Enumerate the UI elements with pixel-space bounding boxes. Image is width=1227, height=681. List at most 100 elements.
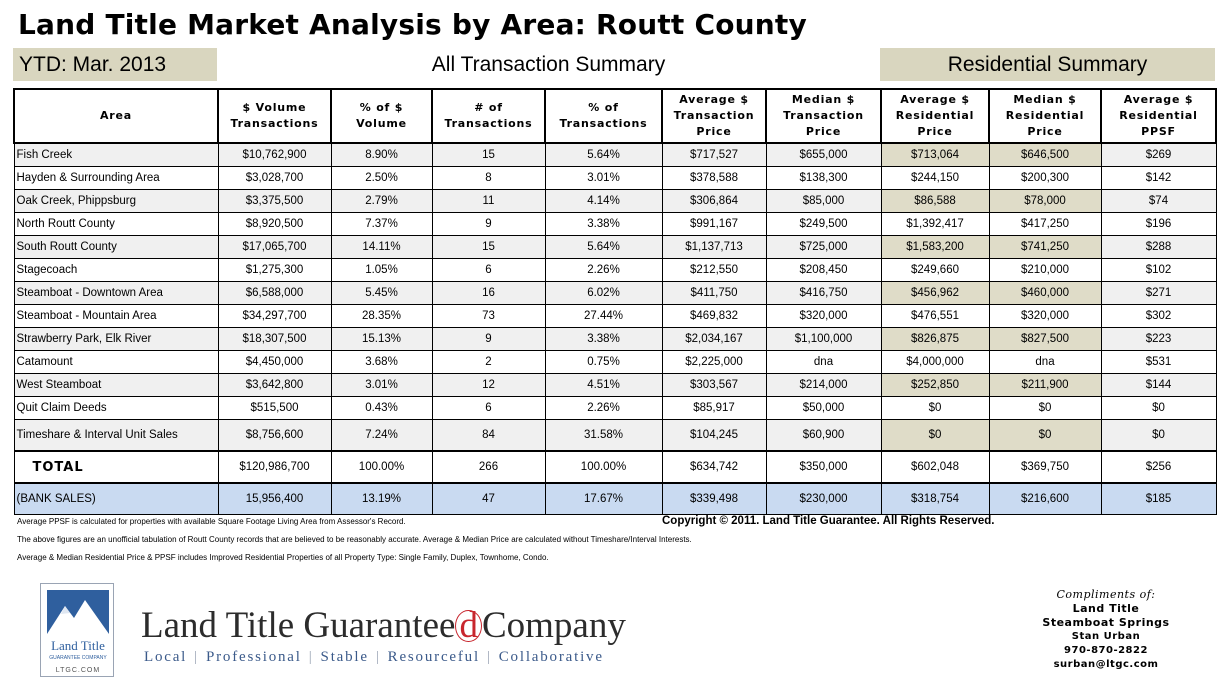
contact-company: Land Title — [1072, 602, 1140, 615]
cell-pct-transactions: 2.26% — [544, 395, 663, 420]
cell-median-res-price: dna — [988, 349, 1102, 374]
cell-pct-volume: 8.90% — [330, 142, 433, 167]
cell-median-price: $725,000 — [765, 234, 882, 259]
cell-pct-volume: 28.35% — [330, 303, 433, 328]
cell-pct-volume: 2.79% — [330, 188, 433, 213]
cell-volume: 15,956,400 — [217, 482, 332, 515]
cell-median-res-price: $827,500 — [988, 326, 1102, 351]
cell-area: North Routt County — [13, 211, 219, 236]
cell-transactions: 15 — [431, 142, 546, 167]
cell-transactions: 12 — [431, 372, 546, 397]
bank-sales-row: (BANK SALES) 15,956,400 13.19% 47 17.67% $339… — [13, 482, 1217, 515]
table-row: Strawberry Park, Elk River $18,307,500 15.… — [13, 326, 1217, 351]
total-row: TOTAL $120,986,700 100.00% 266 100.00% $634,7… — [13, 450, 1217, 484]
cell-pct-transactions: 3.38% — [544, 211, 663, 236]
footnote-residential: Average & Median Residential Price & PPS… — [17, 553, 549, 562]
cell-median-price: $208,450 — [765, 257, 882, 282]
cell-avg-price: $2,225,000 — [661, 349, 767, 374]
cell-area: Strawberry Park, Elk River — [13, 326, 219, 351]
col-header-volume: $ Volume Transactions — [217, 88, 332, 144]
cell-avg-res-price: $0 — [880, 395, 990, 420]
contact-phone: 970-870-2822 — [1064, 645, 1148, 656]
tagline-word: Stable — [320, 649, 369, 665]
cell-volume: $3,642,800 — [217, 372, 332, 397]
cell-area: Hayden & Surrounding Area — [13, 165, 219, 190]
cell-median-price: $60,900 — [765, 418, 882, 452]
cell-area: (BANK SALES) — [13, 482, 219, 515]
cell-volume: $120,986,700 — [217, 450, 332, 484]
table-row: North Routt County $8,920,500 7.37% 9 3.38% $… — [13, 211, 1217, 236]
cell-avg-res-price: $249,660 — [880, 257, 990, 282]
cell-avg-res-price: $252,850 — [880, 372, 990, 397]
cell-avg-res-price: $318,754 — [880, 482, 990, 515]
cell-pct-transactions: 31.58% — [544, 418, 663, 452]
cell-pct-volume: 5.45% — [330, 280, 433, 305]
copyright-notice: Copyright © 2011. Land Title Guarantee. … — [662, 515, 995, 527]
cell-avg-res-price: $713,064 — [880, 142, 990, 167]
cell-volume: $4,450,000 — [217, 349, 332, 374]
cell-transactions: 9 — [431, 326, 546, 351]
cell-pct-transactions: 4.14% — [544, 188, 663, 213]
cell-pct-volume: 100.00% — [330, 450, 433, 484]
cell-pct-transactions: 0.75% — [544, 349, 663, 374]
cell-volume: $18,307,500 — [217, 326, 332, 351]
cell-avg-res-ppsf: $269 — [1100, 142, 1217, 167]
cell-avg-price: $378,588 — [661, 165, 767, 190]
cell-area: Fish Creek — [13, 142, 219, 167]
contact-name: Stan Urban — [1071, 631, 1141, 642]
cell-avg-price: $991,167 — [661, 211, 767, 236]
table-row: West Steamboat $3,642,800 3.01% 12 4.51% $303… — [13, 372, 1217, 397]
cell-pct-volume: 0.43% — [330, 395, 433, 420]
cell-avg-res-price: $1,583,200 — [880, 234, 990, 259]
cell-avg-res-ppsf: $288 — [1100, 234, 1217, 259]
table-row: Quit Claim Deeds $515,500 0.43% 6 2.26% $85,9… — [13, 395, 1217, 420]
tagline-word: Professional — [205, 649, 302, 665]
cell-volume: $8,920,500 — [217, 211, 332, 236]
table-row: Oak Creek, Phippsburg $3,375,500 2.79% 11 4.… — [13, 188, 1217, 213]
cell-avg-price: $411,750 — [661, 280, 767, 305]
cell-avg-price: $85,917 — [661, 395, 767, 420]
cell-volume: $3,028,700 — [217, 165, 332, 190]
cell-pct-volume: 2.50% — [330, 165, 433, 190]
cell-avg-res-price: $244,150 — [880, 165, 990, 190]
cell-transactions: 9 — [431, 211, 546, 236]
cell-transactions: 6 — [431, 257, 546, 282]
table-row: Fish Creek $10,762,900 8.90% 15 5.64% $717,52… — [13, 142, 1217, 167]
cell-avg-res-ppsf: $102 — [1100, 257, 1217, 282]
cell-median-price: $416,750 — [765, 280, 882, 305]
contact-office: Steamboat Springs — [1042, 616, 1170, 629]
cell-avg-price: $303,567 — [661, 372, 767, 397]
table-row: Stagecoach $1,275,300 1.05% 6 2.26% $212,550 $… — [13, 257, 1217, 282]
cell-median-price: $50,000 — [765, 395, 882, 420]
cell-volume: $6,588,000 — [217, 280, 332, 305]
cell-median-price: $249,500 — [765, 211, 882, 236]
cell-avg-res-ppsf: $142 — [1100, 165, 1217, 190]
cell-area: West Steamboat — [13, 372, 219, 397]
contact-email[interactable]: surban@ltgc.com — [1053, 659, 1159, 670]
cell-avg-res-price: $602,048 — [880, 450, 990, 484]
cell-avg-res-ppsf: $531 — [1100, 349, 1217, 374]
cell-transactions: 266 — [431, 450, 546, 484]
cell-avg-price: $339,498 — [661, 482, 767, 515]
ytd-band: YTD: Mar. 2013 — [13, 48, 217, 81]
cell-pct-transactions: 100.00% — [544, 450, 663, 484]
table-header-row: Area $ Volume Transactions % of $ Volume… — [13, 88, 1217, 144]
cell-avg-price: $212,550 — [661, 257, 767, 282]
company-name: Land Title Guarantee d Company — [141, 604, 626, 647]
cell-pct-volume: 7.24% — [330, 418, 433, 452]
cell-pct-transactions: 2.26% — [544, 257, 663, 282]
cell-pct-volume: 3.01% — [330, 372, 433, 397]
company-logo-mark: Land Title GUARANTEE COMPANY LTGC.COM — [40, 583, 114, 677]
mountain-logo-icon: Land Title GUARANTEE COMPANY LTGC.COM — [47, 590, 109, 674]
cell-area: Quit Claim Deeds — [13, 395, 219, 420]
cell-pct-transactions: 5.64% — [544, 234, 663, 259]
cell-pct-transactions: 27.44% — [544, 303, 663, 328]
cell-median-price: dna — [765, 349, 882, 374]
cell-median-res-price: $741,250 — [988, 234, 1102, 259]
col-header-avg-res-price: Average $ Residential Price — [880, 88, 990, 144]
cell-median-res-price: $0 — [988, 395, 1102, 420]
cell-transactions: 73 — [431, 303, 546, 328]
residential-summary-band: Residential Summary — [880, 48, 1215, 81]
cell-median-price: $320,000 — [765, 303, 882, 328]
table-row: Hayden & Surrounding Area $3,028,700 2.50%… — [13, 165, 1217, 190]
